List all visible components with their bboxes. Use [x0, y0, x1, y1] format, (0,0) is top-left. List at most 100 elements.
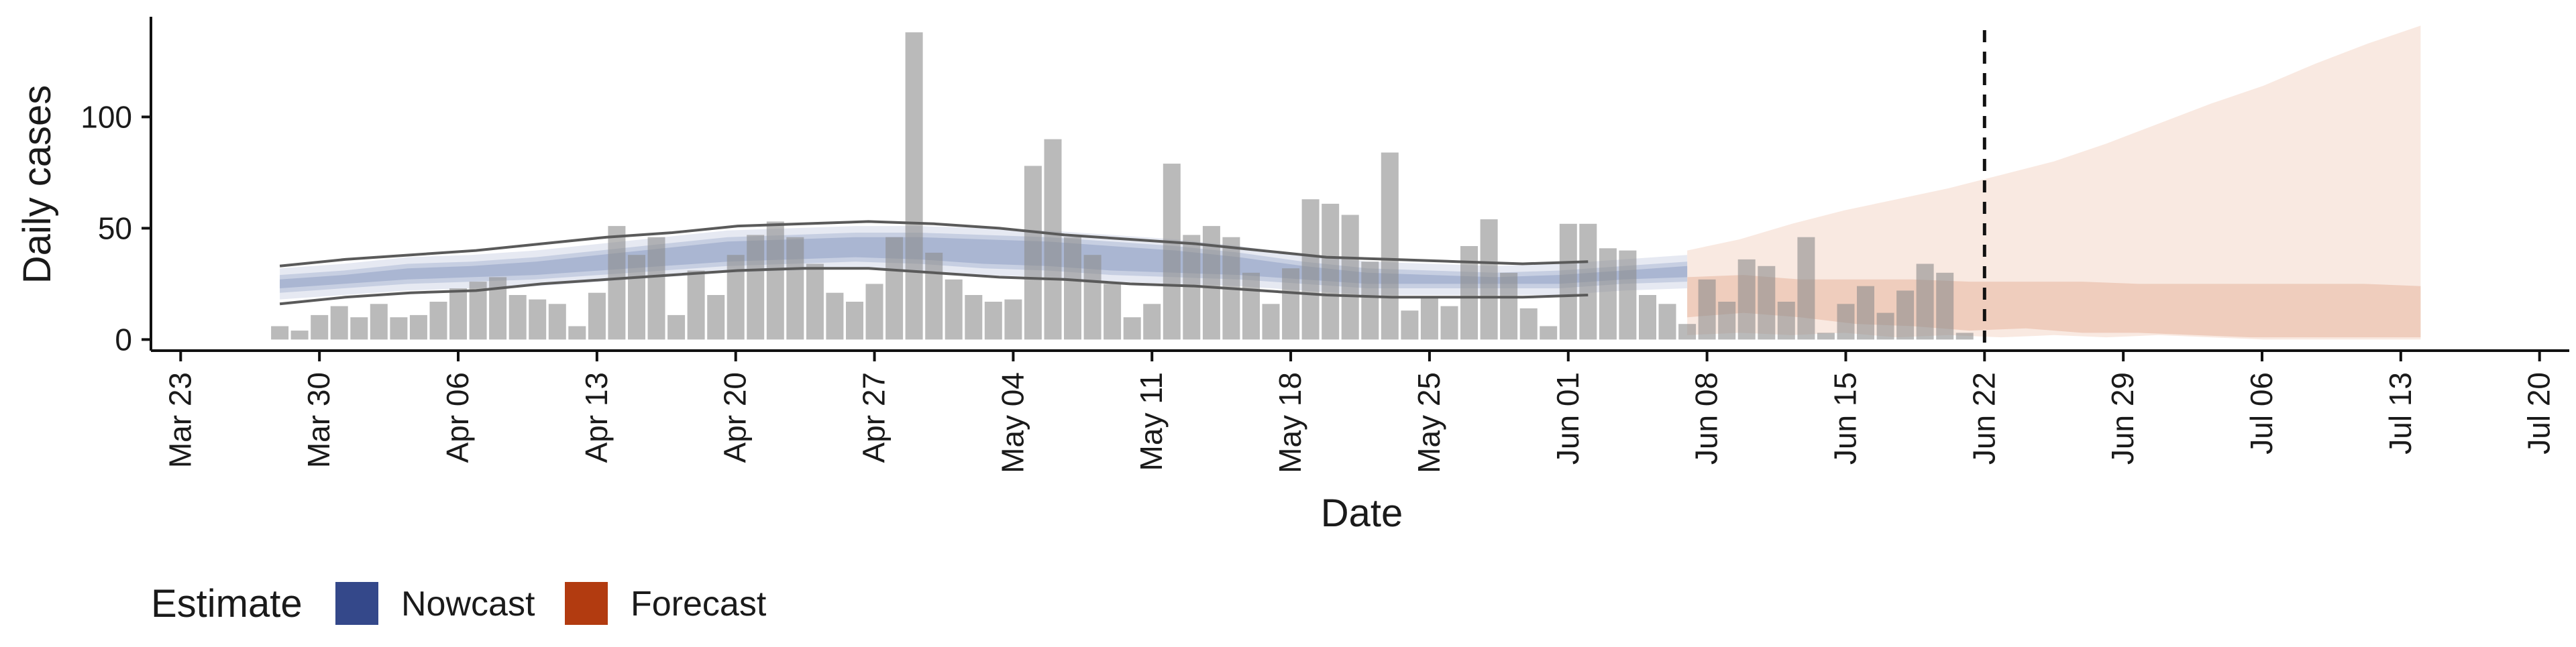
bar: [945, 279, 963, 340]
bar: [1460, 246, 1478, 340]
bar: [1361, 261, 1379, 340]
bar: [865, 284, 883, 340]
x-tick-label: May 11: [1134, 372, 1169, 471]
axes: [142, 17, 2569, 361]
x-tick-label: Mar 23: [162, 372, 197, 468]
bar: [1737, 259, 1756, 340]
bar: [1004, 299, 1022, 340]
bar: [905, 32, 923, 340]
bar: [1242, 272, 1260, 340]
fit-line-lower: [279, 267, 1589, 306]
bar: [1064, 237, 1081, 340]
bar: [1500, 272, 1518, 340]
bar: [1698, 279, 1716, 340]
bar: [1837, 304, 1855, 340]
x-tick-label: Apr 20: [718, 372, 753, 463]
bar: [1579, 223, 1597, 340]
bar: [1936, 272, 1954, 340]
fit-line-upper: [279, 220, 1589, 268]
x-tick-label: Apr 13: [579, 372, 614, 463]
bar: [1440, 306, 1458, 340]
bar: [667, 314, 686, 340]
x-tick-label: May 04: [995, 372, 1030, 473]
bar: [1896, 290, 1915, 340]
x-tick-label: Apr 27: [857, 372, 892, 463]
bar: [1797, 237, 1815, 340]
legend: Estimate Nowcast Forecast: [151, 582, 767, 626]
bar: [628, 255, 645, 340]
bar: [647, 237, 665, 340]
bar: [965, 295, 983, 340]
bar: [370, 304, 388, 340]
bar: [1401, 310, 1419, 340]
bar: [1024, 166, 1042, 340]
bar: [1202, 226, 1220, 340]
bar: [1301, 199, 1320, 340]
x-tick-label: Jun 22: [1966, 372, 2001, 465]
bar: [1758, 266, 1776, 340]
fit-lines: [279, 220, 1589, 306]
bar: [1341, 215, 1359, 340]
bar: [1322, 203, 1340, 340]
y-tick-label: 50: [98, 211, 132, 245]
bar: [1658, 304, 1676, 340]
x-tick-label: Apr 06: [440, 372, 475, 463]
bar: [1519, 308, 1538, 340]
bar: [1559, 223, 1577, 340]
y-axis-label: Daily cases: [15, 85, 59, 284]
bar: [548, 304, 566, 340]
bar: [1599, 248, 1617, 340]
bar: [588, 292, 606, 340]
bar: [707, 295, 725, 340]
bar: [1817, 333, 1835, 340]
x-tick-label: Jul 06: [2244, 372, 2279, 455]
bar: [330, 306, 348, 340]
bar: [508, 295, 527, 340]
legend-label-forecast: Forecast: [631, 585, 767, 624]
tick-labels: 0 50 100 Mar 23 Mar 30 Apr 06 Apr 13 Apr 20 Apr …: [80, 99, 2556, 473]
x-tick-label: Jul 13: [2383, 372, 2418, 455]
bar: [786, 237, 804, 340]
bar: [687, 270, 705, 340]
x-tick-label: May 18: [1273, 372, 1307, 473]
bar: [1123, 317, 1141, 340]
bar: [826, 292, 844, 340]
bar: [390, 317, 408, 340]
bar: [350, 317, 368, 340]
bar: [1420, 297, 1438, 340]
bar: [529, 299, 547, 340]
bar: [806, 263, 824, 340]
bar: [608, 226, 626, 340]
bar: [846, 302, 863, 340]
bar: [984, 302, 1002, 340]
bar: [1143, 304, 1161, 340]
bar: [1718, 302, 1736, 340]
y-tick-label: 0: [115, 322, 132, 357]
legend-swatch-nowcast: [335, 582, 378, 625]
bar: [1540, 326, 1558, 340]
x-tick-label: Jun 01: [1550, 372, 1585, 465]
bar: [1262, 304, 1280, 340]
x-tick-label: Jun 29: [2105, 372, 2140, 465]
bar: [1480, 219, 1498, 340]
x-tick-label: Mar 30: [301, 372, 336, 468]
bar: [766, 221, 784, 340]
bar: [1916, 263, 1934, 340]
bar-series: [271, 32, 1974, 340]
bar: [271, 326, 289, 340]
bar: [1619, 250, 1637, 340]
legend-swatch-forecast: [565, 582, 608, 625]
bar: [727, 255, 745, 340]
bar: [1104, 284, 1122, 340]
bar: [1282, 268, 1300, 340]
bar: [290, 331, 309, 340]
bar: [429, 302, 447, 340]
x-axis-label: Date: [1321, 491, 1403, 535]
bar: [1381, 152, 1399, 340]
bar: [1163, 164, 1181, 340]
legend-title: Estimate: [151, 582, 303, 626]
bar: [1678, 324, 1697, 340]
bar: [1857, 286, 1874, 340]
bar: [568, 326, 586, 340]
